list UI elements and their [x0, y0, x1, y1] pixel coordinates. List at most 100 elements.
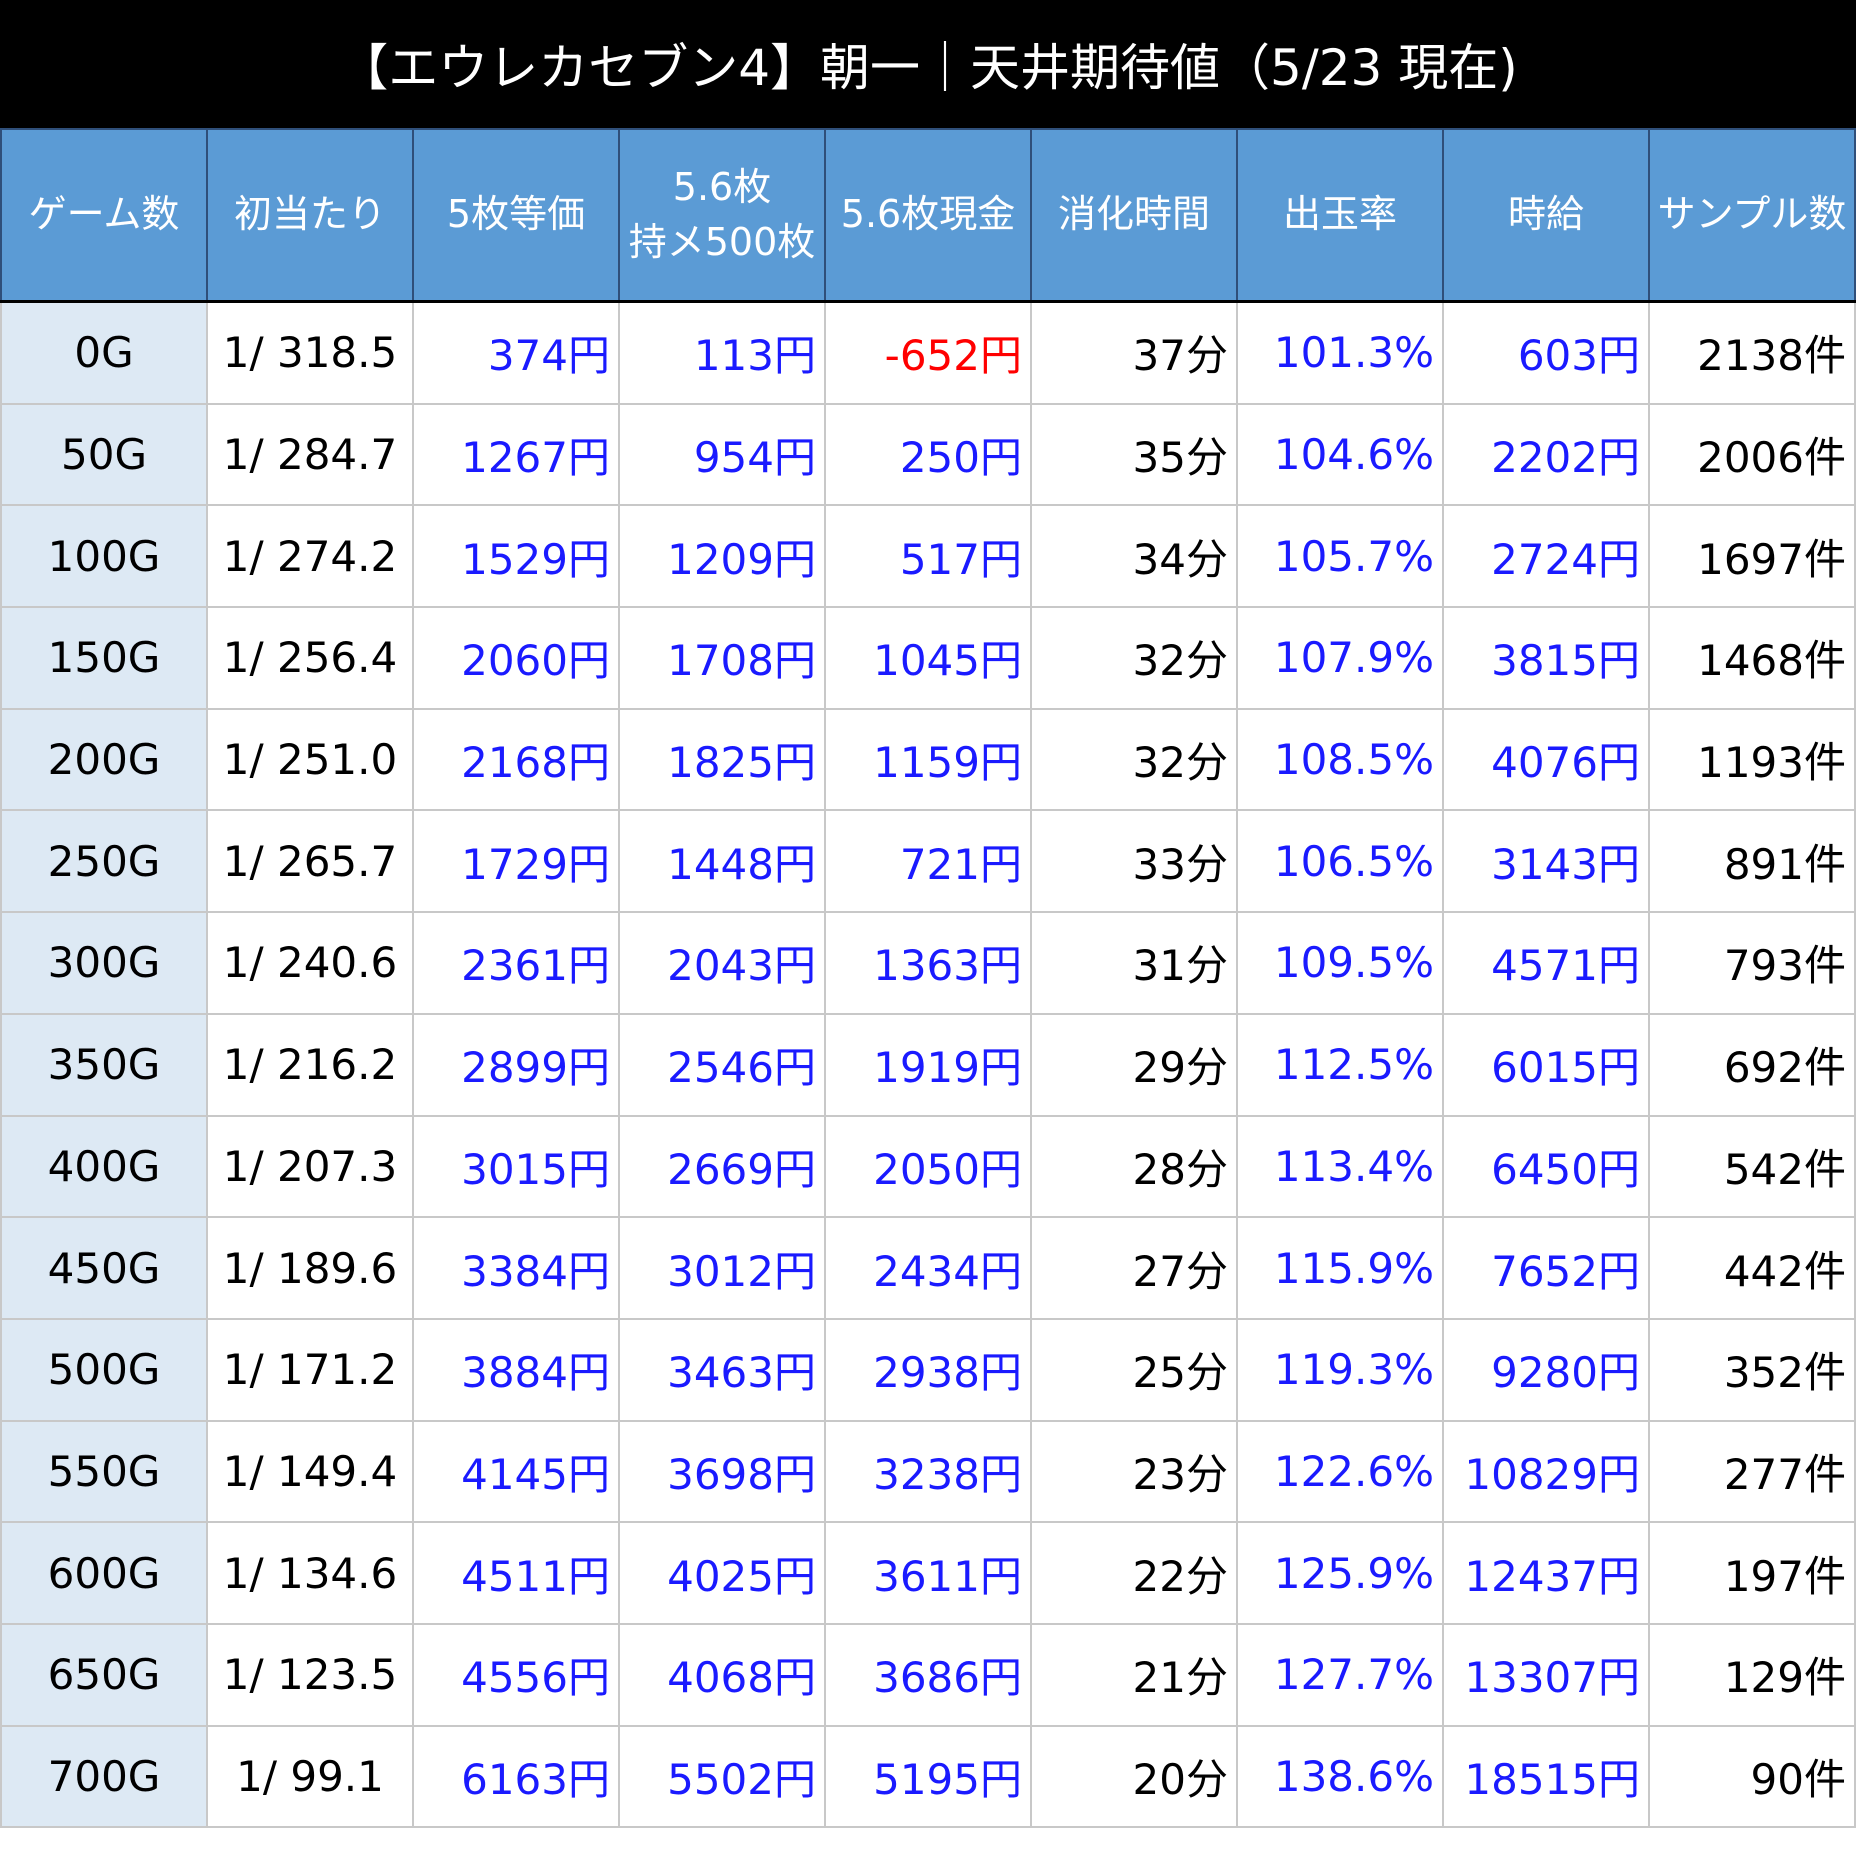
header-row: ゲーム数 初当たり 5枚等価 5.6枚 持メ500枚 5.6枚現金 消化時間 出玉率 時給 サン…	[0, 128, 1856, 303]
table-cell: 352件	[1648, 1317, 1856, 1422]
table-cell: 101.3%	[1236, 299, 1444, 405]
table-cell: 5502円	[618, 1724, 826, 1829]
table-row: 100G 1/ 274.2 1529円 1209円 517円 34分 105.7% 2724円…	[0, 504, 1856, 609]
table-cell: 150G	[0, 606, 208, 710]
table-cell: 3384円	[412, 1216, 620, 1320]
table-cell: 35分	[1030, 402, 1238, 507]
table-cell: 1/ 207.3	[206, 1114, 414, 1219]
table-cell: 112.5%	[1236, 1012, 1444, 1117]
table-cell: 113円	[618, 299, 826, 405]
table-cell: 1159円	[824, 707, 1032, 812]
table-cell: 2050円	[824, 1114, 1032, 1219]
table-cell: 700G	[0, 1724, 208, 1829]
table-row: 150G 1/ 256.4 2060円 1708円 1045円 32分 107.9% 3815…	[0, 606, 1856, 710]
table-cell: 2434円	[824, 1216, 1032, 1320]
table-cell: 9280円	[1442, 1317, 1650, 1422]
table-cell: 1825円	[618, 707, 826, 812]
column-header: 消化時間	[1030, 128, 1238, 303]
table-cell: 1/ 240.6	[206, 911, 414, 1015]
table-cell: 129件	[1648, 1622, 1856, 1727]
table-cell: 1708円	[618, 606, 826, 710]
table-row: 550G 1/ 149.4 4145円 3698円 3238円 23分 122.6% 1082…	[0, 1419, 1856, 1524]
table-cell: 600G	[0, 1521, 208, 1625]
table-cell: 1/ 134.6	[206, 1521, 414, 1625]
table-cell: 3686円	[824, 1622, 1032, 1727]
table-cell: 29分	[1030, 1012, 1238, 1117]
table-cell: 1/ 265.7	[206, 809, 414, 914]
table-cell: 1045円	[824, 606, 1032, 710]
table-cell: 603円	[1442, 299, 1650, 405]
table-row: 200G 1/ 251.0 2168円 1825円 1159円 32分 108.5% 4076…	[0, 707, 1856, 812]
table-cell: 2138件	[1648, 299, 1856, 405]
table-cell: 1697件	[1648, 504, 1856, 609]
table-cell: 4076円	[1442, 707, 1650, 812]
table-cell: 1729円	[412, 809, 620, 914]
table-cell: 0G	[0, 299, 208, 405]
table-cell: 28分	[1030, 1114, 1238, 1219]
table-cell: 22分	[1030, 1521, 1238, 1625]
table-cell: 125.9%	[1236, 1521, 1444, 1625]
table-cell: 4511円	[412, 1521, 620, 1625]
table-row: 500G 1/ 171.2 3884円 3463円 2938円 25分 119.3% 9280…	[0, 1317, 1856, 1422]
table-cell: 105.7%	[1236, 504, 1444, 609]
table-cell: 4556円	[412, 1622, 620, 1727]
table-row: 350G 1/ 216.2 2899円 2546円 1919円 29分 112.5% 6015…	[0, 1012, 1856, 1117]
table-cell: 115.9%	[1236, 1216, 1444, 1320]
table-cell: 250G	[0, 809, 208, 914]
table-cell: 32分	[1030, 707, 1238, 812]
table-cell: 2006件	[1648, 402, 1856, 507]
title: 【エウレカセブン4】朝一｜天井期待値（5/23 現在)	[0, 0, 1856, 128]
table-cell: 2168円	[412, 707, 620, 812]
table-cell: 1/ 251.0	[206, 707, 414, 812]
table-cell: 1/ 318.5	[206, 299, 414, 405]
table-cell: 277件	[1648, 1419, 1856, 1524]
table-cell: 31分	[1030, 911, 1238, 1015]
column-header: サンプル数	[1648, 128, 1856, 303]
table-cell: 200G	[0, 707, 208, 812]
table-cell: 721円	[824, 809, 1032, 914]
table-cell: 1209円	[618, 504, 826, 609]
table-cell: 1/ 123.5	[206, 1622, 414, 1727]
table-cell: 3884円	[412, 1317, 620, 1422]
table-cell: 1267円	[412, 402, 620, 507]
table-cell: 450G	[0, 1216, 208, 1320]
table-cell: 3015円	[412, 1114, 620, 1219]
table-row: 450G 1/ 189.6 3384円 3012円 2434円 27分 115.9% 7652…	[0, 1216, 1856, 1320]
table-cell: 1/ 171.2	[206, 1317, 414, 1422]
table-cell: 1/ 216.2	[206, 1012, 414, 1117]
table-cell: 33分	[1030, 809, 1238, 914]
table-cell: 542件	[1648, 1114, 1856, 1219]
table-cell: 1/ 99.1	[206, 1724, 414, 1829]
table-cell: 2060円	[412, 606, 620, 710]
column-header: 初当たり	[206, 128, 414, 303]
table-cell: 250円	[824, 402, 1032, 507]
table-cell: 2899円	[412, 1012, 620, 1117]
table-cell: 400G	[0, 1114, 208, 1219]
table-cell: 37分	[1030, 299, 1238, 405]
table-cell: 90件	[1648, 1724, 1856, 1829]
table-cell: 2546円	[618, 1012, 826, 1117]
table-cell: 3698円	[618, 1419, 826, 1524]
table-cell: 1/ 284.7	[206, 402, 414, 507]
table-cell: 1919円	[824, 1012, 1032, 1117]
table-cell: 1529円	[412, 504, 620, 609]
table-cell: 2043円	[618, 911, 826, 1015]
table-cell: 108.5%	[1236, 707, 1444, 812]
table-body: 0G 1/ 318.5 374円 113円 -652円 37分 101.3% 603円 2138…	[0, 299, 1856, 1829]
table-cell: 4145円	[412, 1419, 620, 1524]
table-cell: 3143円	[1442, 809, 1650, 914]
table-cell: 104.6%	[1236, 402, 1444, 507]
table-cell: 109.5%	[1236, 911, 1444, 1015]
table-cell: 1468件	[1648, 606, 1856, 710]
table-row: 700G 1/ 99.1 6163円 5502円 5195円 20分 138.6% 18515…	[0, 1724, 1856, 1829]
table-cell: 517円	[824, 504, 1032, 609]
column-header: 5枚等価	[412, 128, 620, 303]
table-cell: 692件	[1648, 1012, 1856, 1117]
table-cell: 1448円	[618, 809, 826, 914]
table-cell: 793件	[1648, 911, 1856, 1015]
table-cell: 6015円	[1442, 1012, 1650, 1117]
table-cell: 127.7%	[1236, 1622, 1444, 1727]
table-row: 250G 1/ 265.7 1729円 1448円 721円 33分 106.5% 3143円…	[0, 809, 1856, 914]
table-cell: 197件	[1648, 1521, 1856, 1625]
table-cell: 500G	[0, 1317, 208, 1422]
